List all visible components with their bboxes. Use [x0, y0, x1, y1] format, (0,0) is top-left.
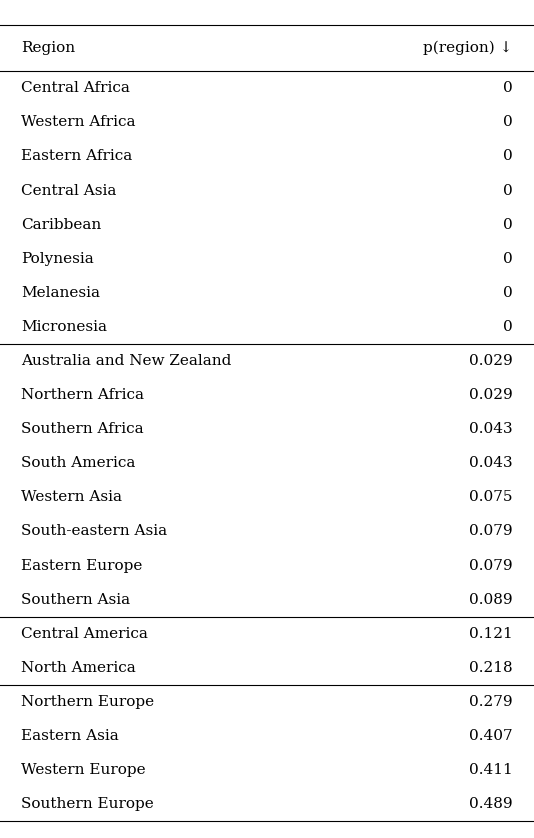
Text: South-eastern Asia: South-eastern Asia: [21, 525, 168, 539]
Text: Central America: Central America: [21, 627, 148, 641]
Text: 0: 0: [503, 81, 513, 96]
Text: 0.218: 0.218: [469, 661, 513, 675]
Text: Southern Africa: Southern Africa: [21, 422, 144, 437]
Text: 0.075: 0.075: [469, 490, 513, 504]
Text: Melanesia: Melanesia: [21, 286, 100, 300]
Text: 0: 0: [503, 286, 513, 300]
Text: 0.043: 0.043: [469, 456, 513, 470]
Text: North America: North America: [21, 661, 136, 675]
Text: 0: 0: [503, 149, 513, 163]
Text: South America: South America: [21, 456, 136, 470]
Text: 0.407: 0.407: [469, 729, 513, 743]
Text: Western Asia: Western Asia: [21, 490, 122, 504]
Text: 0.411: 0.411: [469, 763, 513, 777]
Text: 0.279: 0.279: [469, 695, 513, 709]
Text: 0.489: 0.489: [469, 797, 513, 811]
Text: Northern Europe: Northern Europe: [21, 695, 154, 709]
Text: 0: 0: [503, 184, 513, 198]
Text: 0.029: 0.029: [469, 354, 513, 368]
Text: 0: 0: [503, 218, 513, 231]
Text: Polynesia: Polynesia: [21, 251, 94, 266]
Text: Region: Region: [21, 41, 75, 55]
Text: Southern Europe: Southern Europe: [21, 797, 154, 811]
Text: Eastern Europe: Eastern Europe: [21, 559, 143, 572]
Text: 0.079: 0.079: [469, 559, 513, 572]
Text: Australia and New Zealand: Australia and New Zealand: [21, 354, 232, 368]
Text: 0: 0: [503, 116, 513, 129]
Text: 0.029: 0.029: [469, 388, 513, 402]
Text: Eastern Africa: Eastern Africa: [21, 149, 132, 163]
Text: 0.079: 0.079: [469, 525, 513, 539]
Text: Western Africa: Western Africa: [21, 116, 136, 129]
Text: p(region) ↓: p(region) ↓: [423, 41, 513, 55]
Text: 0: 0: [503, 320, 513, 334]
Text: 0.043: 0.043: [469, 422, 513, 437]
Text: Caribbean: Caribbean: [21, 218, 101, 231]
Text: Central Africa: Central Africa: [21, 81, 130, 96]
Text: Central Asia: Central Asia: [21, 184, 117, 198]
Text: Northern Africa: Northern Africa: [21, 388, 144, 402]
Text: Western Europe: Western Europe: [21, 763, 146, 777]
Text: 0: 0: [503, 251, 513, 266]
Text: 0.121: 0.121: [469, 627, 513, 641]
Text: Eastern Asia: Eastern Asia: [21, 729, 119, 743]
Text: Southern Asia: Southern Asia: [21, 592, 130, 607]
Text: 0.089: 0.089: [469, 592, 513, 607]
Text: Micronesia: Micronesia: [21, 320, 107, 334]
